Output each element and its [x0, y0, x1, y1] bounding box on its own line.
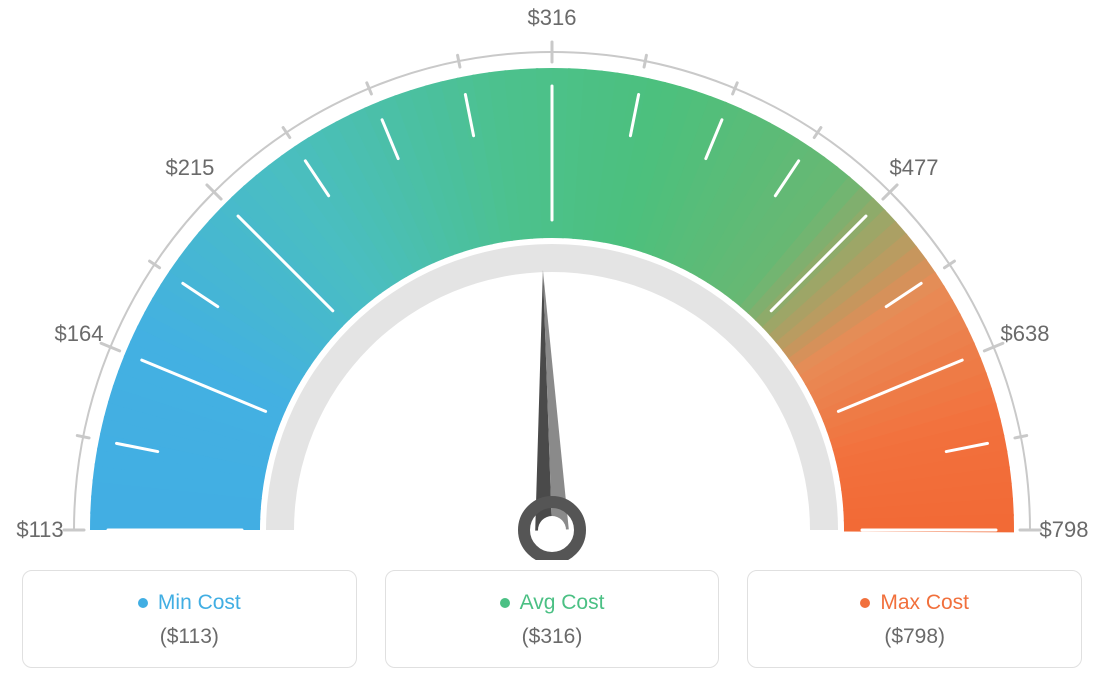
- legend-dot-avg: [500, 598, 510, 608]
- gauge-tick-label: $316: [528, 5, 577, 31]
- gauge-tick-label: $164: [54, 321, 103, 347]
- legend-dot-min: [138, 598, 148, 608]
- legend-title-max: Max Cost: [860, 591, 969, 615]
- legend-card-min: Min Cost ($113): [22, 570, 357, 668]
- legend-value-max: ($798): [758, 625, 1071, 649]
- legend-dot-max: [860, 598, 870, 608]
- legend-label-min: Min Cost: [158, 591, 241, 615]
- legend-value-min: ($113): [33, 625, 346, 649]
- gauge-tick-label: $477: [890, 155, 939, 181]
- gauge-svg: [22, 20, 1082, 560]
- gauge-tick-label: $215: [165, 155, 214, 181]
- gauge-chart: $113$164$215$316$477$638$798: [22, 20, 1082, 560]
- gauge-tick-label: $113: [16, 517, 63, 543]
- legend-card-avg: Avg Cost ($316): [385, 570, 720, 668]
- legend-title-avg: Avg Cost: [500, 591, 605, 615]
- legend-title-min: Min Cost: [138, 591, 241, 615]
- legend-row: Min Cost ($113) Avg Cost ($316) Max Cost…: [22, 570, 1082, 668]
- gauge-tick-label: $638: [1001, 321, 1050, 347]
- legend-value-avg: ($316): [396, 625, 709, 649]
- gauge-tick-label: $798: [1040, 517, 1089, 543]
- legend-label-avg: Avg Cost: [520, 591, 605, 615]
- legend-card-max: Max Cost ($798): [747, 570, 1082, 668]
- legend-label-max: Max Cost: [880, 591, 969, 615]
